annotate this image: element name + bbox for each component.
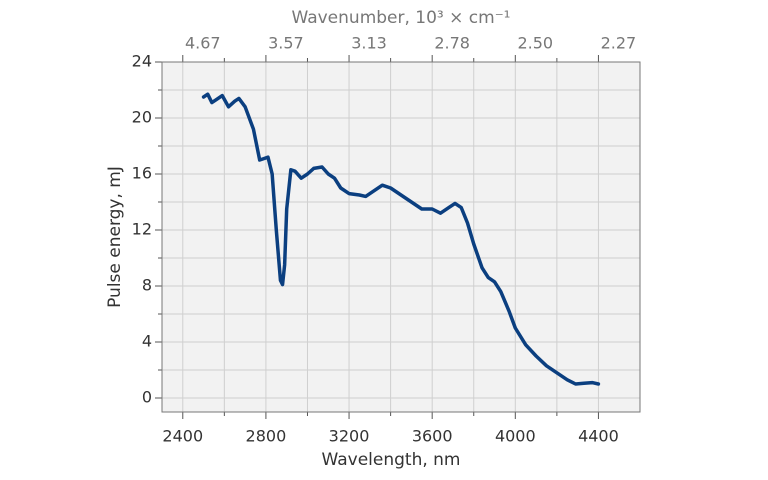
x2-axis-title: Wavenumber, 10³ × cm⁻¹ [291, 8, 510, 28]
x-tick-label: 2800 [246, 427, 287, 446]
x2-tick-label: 2.78 [434, 34, 470, 53]
y-tick-label: 8 [142, 276, 152, 295]
y-tick-label: 0 [142, 388, 152, 407]
plot-frame [161, 61, 641, 413]
x-tick-label: 3600 [412, 427, 453, 446]
x2-tick-label: 4.67 [185, 34, 221, 53]
x2-tick-label: 2.50 [517, 34, 553, 53]
x2-tick-label: 3.13 [351, 34, 387, 53]
x-axis-title: Wavelength, nm [322, 450, 461, 470]
y-tick-label: 4 [142, 332, 152, 351]
data-line [201, 92, 601, 386]
x-tick-label: 3200 [329, 427, 370, 446]
plot-area [161, 61, 641, 413]
y-tick-label: 16 [132, 164, 152, 183]
x2-tick-label: 3.57 [268, 34, 304, 53]
x-tick-label: 4400 [578, 427, 619, 446]
x-tick-label: 4000 [495, 427, 536, 446]
y-axis-title: Pulse energy, mJ [105, 166, 125, 308]
y-tick-label: 12 [132, 220, 152, 239]
y-tick-label: 20 [132, 108, 152, 127]
x-tick-label: 2400 [162, 427, 203, 446]
y-tick-label: 24 [132, 52, 152, 71]
x2-tick-label: 2.27 [601, 34, 637, 53]
